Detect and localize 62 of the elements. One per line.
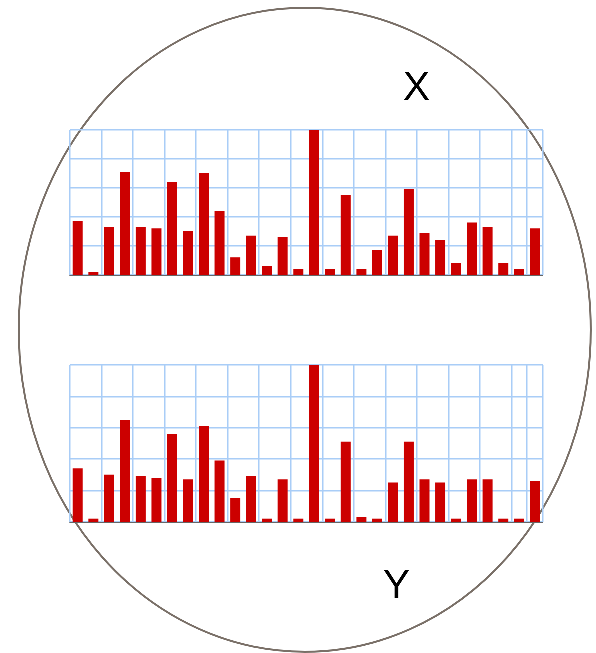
bar	[498, 518, 509, 522]
bar	[420, 232, 430, 275]
bar	[136, 476, 146, 522]
bar	[230, 498, 241, 522]
bar	[104, 227, 114, 275]
bar	[372, 250, 382, 275]
bar	[340, 442, 351, 522]
bar	[72, 468, 83, 522]
bar	[183, 480, 194, 522]
bar	[404, 442, 414, 522]
bar	[530, 481, 540, 522]
bar	[120, 172, 130, 275]
bar	[356, 269, 367, 275]
bar	[214, 460, 225, 522]
bar	[388, 236, 398, 275]
bar	[294, 269, 304, 275]
bar	[388, 482, 398, 522]
chart-title: X	[403, 65, 430, 109]
bar	[325, 269, 336, 275]
bar	[167, 182, 178, 275]
bar	[530, 228, 540, 275]
bar	[436, 240, 446, 275]
bar	[420, 480, 430, 522]
bar	[88, 272, 99, 275]
bar	[278, 480, 288, 522]
bar	[152, 228, 162, 275]
bar	[183, 232, 194, 275]
bar	[120, 420, 130, 522]
text: Y	[383, 563, 410, 607]
bar	[72, 221, 83, 275]
bar	[514, 269, 524, 275]
bar	[482, 227, 493, 275]
bar	[136, 227, 146, 275]
bar	[372, 518, 382, 522]
bar	[309, 365, 320, 522]
bar	[356, 517, 367, 522]
bar	[199, 174, 210, 275]
bar	[467, 222, 478, 275]
bar	[262, 266, 272, 275]
bar	[246, 476, 256, 522]
bar	[152, 478, 162, 522]
bar	[104, 474, 114, 522]
bar	[451, 263, 462, 275]
bar	[278, 237, 288, 275]
bar	[340, 195, 351, 275]
bar	[88, 518, 99, 522]
bar	[309, 130, 320, 275]
bar	[482, 480, 493, 522]
bar	[404, 189, 414, 275]
bar	[467, 480, 478, 522]
bar	[498, 263, 509, 275]
bar	[262, 518, 272, 522]
bar	[167, 434, 178, 522]
bar	[325, 518, 336, 522]
bar	[451, 518, 462, 522]
bar	[214, 211, 225, 275]
bar	[199, 426, 210, 522]
bar	[436, 482, 446, 522]
bar	[294, 518, 304, 522]
bar	[514, 518, 524, 522]
bar	[230, 258, 241, 275]
bar	[246, 236, 256, 275]
